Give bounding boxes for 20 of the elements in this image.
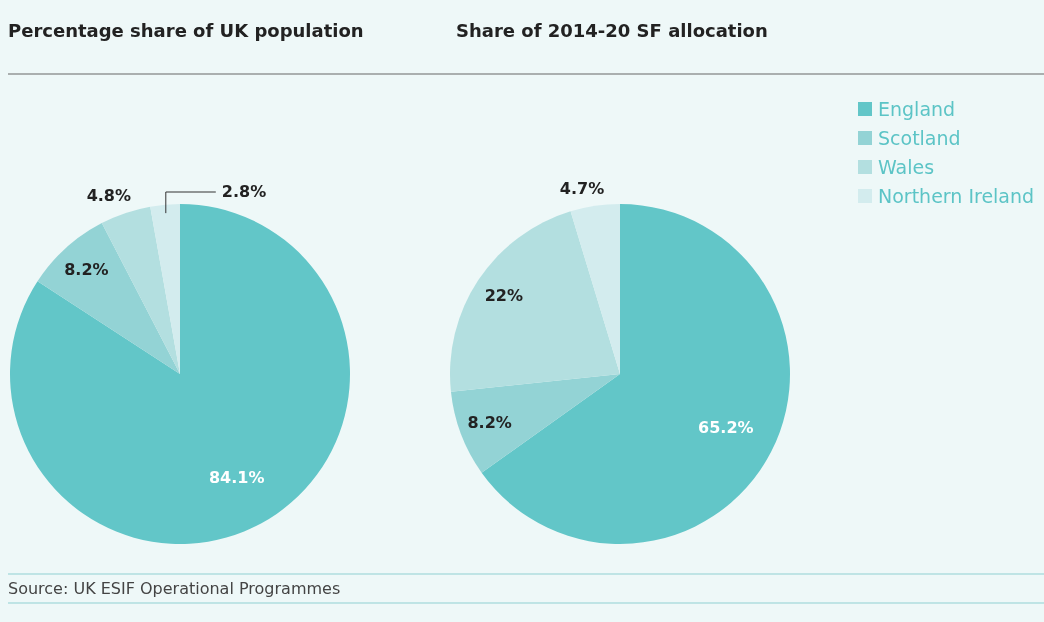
pie-slice bbox=[10, 204, 350, 544]
pie-slice bbox=[570, 204, 620, 374]
chart-title: Share of 2014-20 SF allocation bbox=[456, 20, 768, 41]
legend-label: England bbox=[878, 97, 956, 120]
pie-slice bbox=[450, 374, 620, 473]
data-label: 84.1% bbox=[208, 468, 265, 488]
pie-slice bbox=[450, 211, 620, 392]
data-label: 65.2% bbox=[698, 417, 754, 437]
data-label: 8.2% bbox=[64, 260, 109, 280]
data-label: 2.8% bbox=[221, 181, 267, 201]
legend-label: Northern Ireland bbox=[878, 184, 1035, 207]
data-label: 8.2% bbox=[467, 412, 512, 432]
legend-label: Wales bbox=[878, 155, 935, 178]
data-label: 22% bbox=[484, 286, 523, 306]
source-note: Source: UK ESIF Operational Programmes bbox=[8, 579, 341, 598]
data-label: 4.7% bbox=[559, 178, 605, 198]
pie-slice bbox=[37, 223, 180, 374]
chart-title: Percentage share of UK population bbox=[8, 20, 364, 41]
legend-label: Scotland bbox=[878, 126, 961, 149]
data-label: 4.8% bbox=[86, 186, 132, 206]
